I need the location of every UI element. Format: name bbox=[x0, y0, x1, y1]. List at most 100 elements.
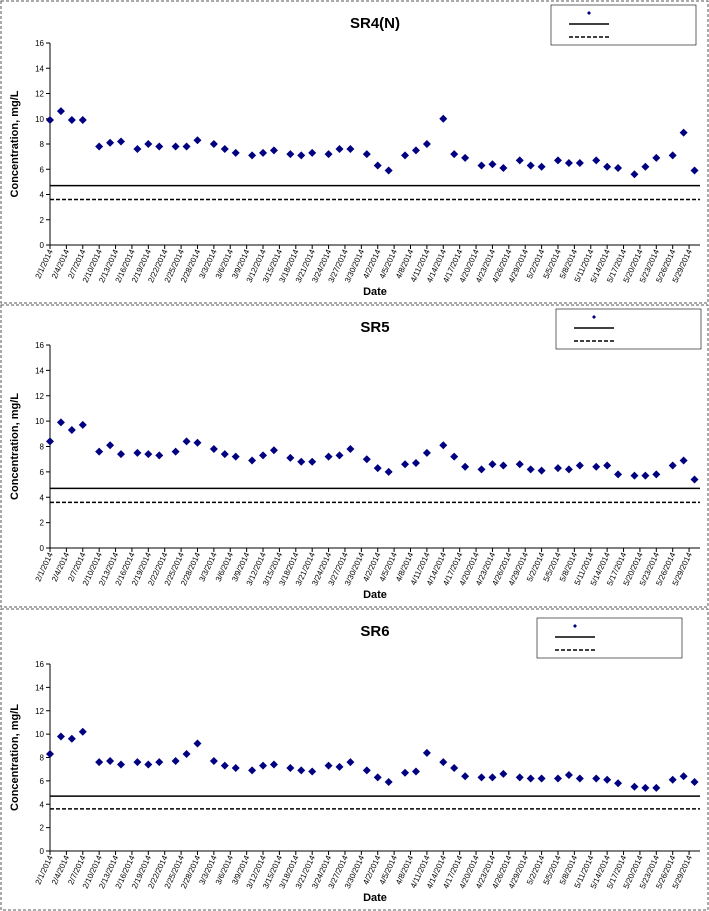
data-point bbox=[231, 764, 240, 773]
data-point bbox=[46, 749, 54, 758]
data-point bbox=[422, 448, 431, 457]
data-point bbox=[488, 160, 497, 169]
chart-title: SR5 bbox=[360, 319, 389, 336]
data-point bbox=[477, 161, 486, 170]
data-point bbox=[362, 766, 371, 775]
data-point bbox=[641, 471, 650, 480]
data-point bbox=[630, 170, 639, 179]
data-point bbox=[690, 166, 699, 175]
data-point bbox=[324, 761, 333, 770]
data-point bbox=[373, 773, 382, 782]
data-point bbox=[422, 140, 431, 148]
y-tick-label: 12 bbox=[35, 707, 44, 716]
data-point bbox=[78, 727, 87, 736]
data-point bbox=[171, 757, 180, 766]
data-point bbox=[106, 138, 115, 147]
data-point bbox=[668, 461, 677, 470]
data-point bbox=[526, 161, 535, 170]
legend-box bbox=[536, 617, 683, 659]
data-point bbox=[286, 150, 295, 159]
y-tick-label: 12 bbox=[35, 90, 44, 99]
panel-border bbox=[0, 304, 709, 608]
data-point bbox=[155, 142, 164, 151]
data-point bbox=[603, 162, 612, 171]
y-tick-label: 10 bbox=[35, 417, 44, 426]
data-point bbox=[78, 420, 87, 429]
data-point bbox=[592, 462, 601, 471]
y-tick-label: 2 bbox=[40, 824, 45, 833]
data-point bbox=[515, 460, 524, 469]
data-point bbox=[401, 460, 410, 469]
data-point bbox=[308, 767, 317, 776]
data-point bbox=[373, 161, 382, 170]
y-tick-label: 0 bbox=[40, 544, 45, 553]
data-point bbox=[106, 441, 115, 450]
data-point bbox=[477, 465, 486, 474]
panel-border bbox=[0, 0, 709, 304]
data-point bbox=[603, 461, 612, 470]
data-point bbox=[335, 762, 344, 771]
legend-box bbox=[555, 308, 702, 350]
chart-title: SR6 bbox=[360, 623, 389, 640]
data-point bbox=[564, 771, 573, 780]
data-point bbox=[575, 158, 584, 167]
data-point bbox=[56, 418, 65, 427]
data-point bbox=[155, 758, 164, 767]
data-point bbox=[46, 437, 54, 446]
y-tick-label: 16 bbox=[35, 660, 44, 669]
data-point bbox=[286, 764, 295, 773]
y-tick-label: 10 bbox=[35, 730, 44, 739]
data-point bbox=[461, 462, 470, 471]
data-point bbox=[269, 446, 278, 455]
data-point bbox=[499, 461, 508, 470]
y-tick-label: 8 bbox=[40, 754, 45, 763]
data-point bbox=[630, 782, 639, 791]
data-point bbox=[106, 757, 115, 766]
data-point bbox=[231, 148, 240, 157]
x-axis-title: Date bbox=[363, 286, 387, 298]
data-point bbox=[652, 153, 661, 162]
data-point bbox=[46, 116, 54, 125]
data-point bbox=[259, 761, 268, 770]
y-tick-label: 8 bbox=[40, 140, 45, 149]
data-point bbox=[248, 151, 257, 160]
legend-marker bbox=[573, 624, 577, 628]
data-point bbox=[461, 153, 470, 162]
y-tick-label: 14 bbox=[35, 366, 44, 375]
y-tick-label: 0 bbox=[40, 241, 45, 250]
data-point bbox=[668, 775, 677, 784]
data-point bbox=[553, 774, 562, 783]
data-point bbox=[515, 156, 524, 165]
data-point bbox=[384, 467, 393, 476]
data-point bbox=[384, 166, 393, 175]
data-point bbox=[56, 107, 65, 116]
data-point bbox=[144, 760, 153, 769]
data-point bbox=[499, 769, 508, 778]
data-point bbox=[422, 748, 431, 757]
data-point bbox=[209, 140, 218, 148]
data-point bbox=[144, 450, 153, 459]
data-point bbox=[690, 475, 699, 484]
x-axis-title: Date bbox=[363, 589, 387, 601]
data-point bbox=[515, 773, 524, 782]
y-tick-label: 4 bbox=[40, 493, 45, 502]
data-point bbox=[259, 451, 268, 460]
legend-marker bbox=[592, 315, 596, 319]
data-point bbox=[248, 456, 257, 465]
data-point bbox=[269, 760, 278, 769]
y-tick-label: 2 bbox=[40, 519, 45, 528]
data-point bbox=[641, 162, 650, 171]
data-point bbox=[171, 447, 180, 456]
chart-title: SR4(N) bbox=[350, 15, 400, 32]
data-point bbox=[614, 163, 623, 172]
data-point bbox=[630, 471, 639, 480]
data-point bbox=[592, 156, 601, 165]
data-point bbox=[193, 739, 202, 748]
data-point bbox=[450, 150, 459, 159]
y-tick-label: 0 bbox=[40, 847, 45, 856]
data-point bbox=[95, 142, 104, 151]
y-axis-title: Concentration, mg/L bbox=[9, 393, 21, 500]
data-point bbox=[182, 437, 191, 446]
data-point bbox=[488, 460, 497, 469]
data-point bbox=[171, 142, 180, 151]
